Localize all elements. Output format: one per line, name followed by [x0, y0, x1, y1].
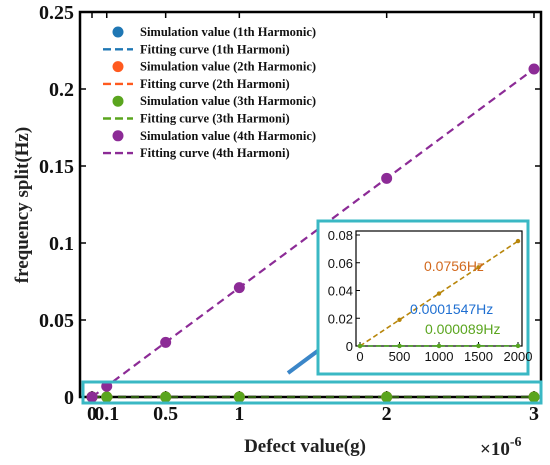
inset-x-tick-label: 2000 — [504, 349, 533, 364]
inset-point-2 — [515, 238, 521, 244]
legend-entry-simulation-h4: Simulation value (4th Harmonic) — [140, 129, 316, 143]
y-tick-label: 0 — [64, 387, 74, 409]
inset-point-3 — [436, 343, 442, 349]
simulation-point-h3 — [381, 391, 393, 403]
inset-annotation-middle: 0.0001547Hz — [410, 301, 493, 317]
legend-marker-h4 — [112, 130, 124, 142]
y-tick-label: 0.1 — [49, 233, 74, 255]
simulation-point-h3 — [160, 391, 172, 403]
legend-marker-h2 — [112, 61, 124, 73]
legend-marker-h1 — [112, 26, 124, 38]
x-tick-label: 0 — [87, 403, 97, 425]
x-tick-label: 3 — [529, 403, 539, 425]
inset-point-3 — [397, 343, 402, 349]
inset-point-2 — [397, 317, 402, 322]
legend-entry-fitting-h2: Fitting curve (2th Harmoni) — [140, 77, 290, 91]
simulation-point-h4 — [160, 336, 172, 348]
inset-point-2 — [436, 291, 442, 296]
inset-x-tick-label: 500 — [389, 349, 411, 364]
simulation-point-h4 — [381, 172, 393, 184]
simulation-point-h3 — [528, 391, 540, 403]
inset-x-tick-label: 1000 — [425, 349, 454, 364]
inset-outer-frame — [316, 219, 530, 376]
legend-entry-simulation-h3: Simulation value (3th Harmonic) — [140, 94, 316, 108]
y-tick-label: 0.25 — [39, 2, 74, 24]
main-plot-frame — [78, 10, 543, 399]
inset-x-tick-label: 0 — [356, 349, 363, 364]
x-tick-label: 0.5 — [153, 403, 178, 425]
x-tick-label: 0.1 — [94, 403, 119, 425]
inset-point-3 — [515, 343, 521, 349]
x-axis-label: Defect value(g) — [244, 436, 366, 457]
inset-annotation-top: 0.0756Hz — [424, 258, 484, 274]
inset-x-tick-label: 1500 — [464, 349, 493, 364]
simulation-point-h4 — [233, 282, 245, 294]
inset-y-tick-label: 0 — [346, 339, 353, 354]
inset-point-2 — [476, 265, 481, 270]
y-axis-label: frequency split(Hz) — [12, 127, 33, 283]
inset-lines — [357, 238, 521, 349]
y-tick-label: 0.2 — [49, 79, 74, 101]
legend-entry-fitting-h4: Fitting curve (4th Harmoni) — [140, 146, 290, 160]
simulation-point-h3 — [233, 391, 245, 403]
x-axis-exponent: ×10-6 — [480, 435, 522, 460]
inset-y-tick-label: 0.02 — [328, 311, 353, 326]
x-tick-label: 2 — [382, 403, 392, 425]
inset-point-3 — [357, 343, 363, 349]
legend-entry-simulation-h2: Simulation value (2th Harmonic) — [140, 60, 316, 74]
main-simulation-points — [86, 63, 540, 403]
x-tick-label: 1 — [234, 403, 244, 425]
legend-entry-fitting-h1: Fitting curve (1th Harmoni) — [140, 42, 290, 56]
inset-y-tick-label: 0.06 — [328, 256, 353, 271]
inset-annotation-bottom: 0.000089Hz — [425, 321, 501, 337]
y-tick-label: 0.15 — [39, 156, 74, 178]
legend: Simulation value (1th Harmonic) Fitting c… — [103, 25, 316, 160]
legend-entry-simulation-h1: Simulation value (1th Harmonic) — [140, 25, 316, 39]
legend-marker-h3 — [112, 95, 124, 107]
simulation-point-h4 — [86, 391, 98, 403]
y-tick-label: 0.05 — [39, 310, 74, 332]
legend-entry-fitting-h3: Fitting curve (3th Harmoni) — [140, 112, 290, 126]
inset-point-3 — [476, 343, 481, 349]
simulation-point-h3 — [101, 391, 113, 403]
inset-y-tick-label: 0.08 — [328, 228, 353, 243]
highlight-band — [81, 380, 543, 405]
simulation-point-h4 — [528, 63, 540, 75]
inset-y-tick-label: 0.04 — [328, 284, 353, 299]
inset-ticks: 0 0.02 0.04 0.06 0.08 0 500 1000 1500 2000 — [328, 228, 533, 364]
